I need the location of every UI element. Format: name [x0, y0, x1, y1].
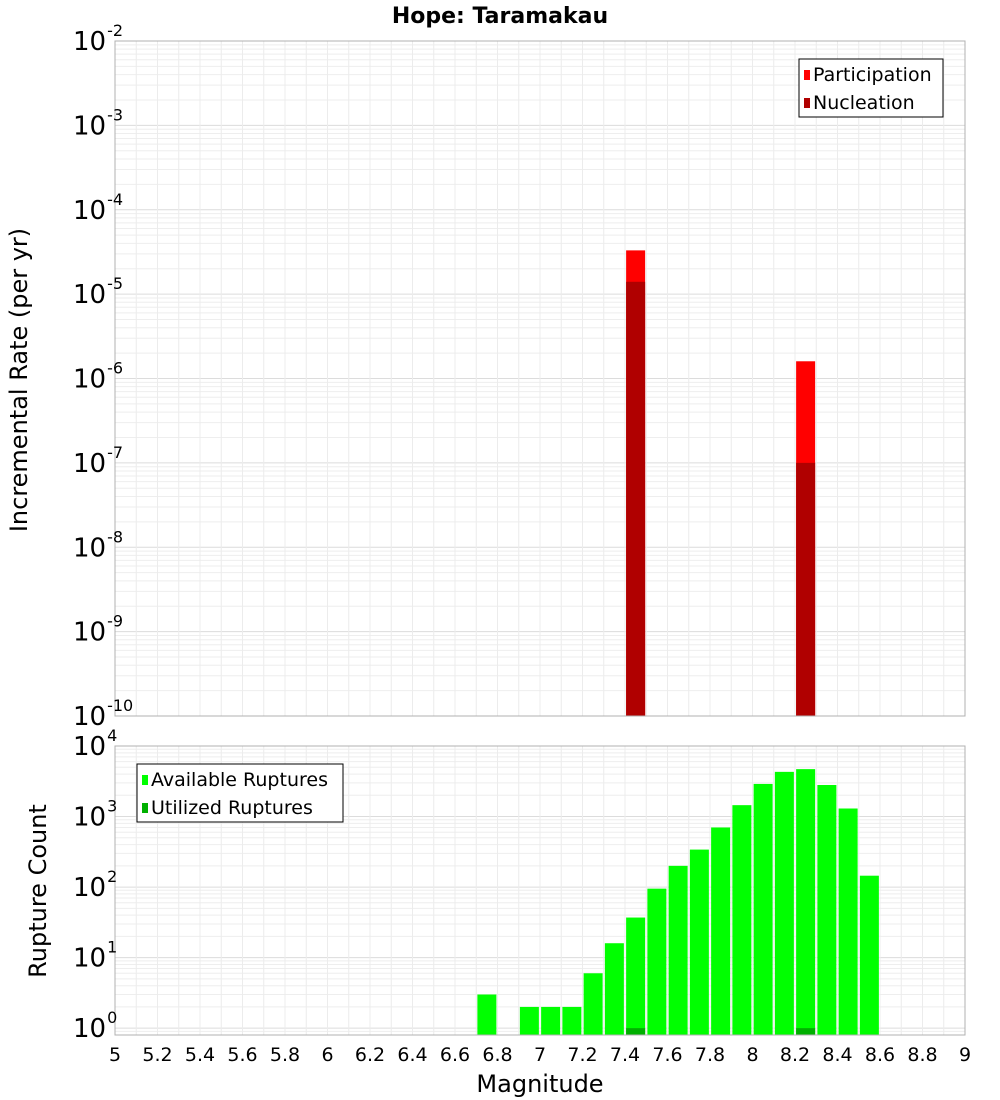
chart-title: Hope: Taramakau [392, 4, 608, 29]
legend: Participation Nucleation [798, 58, 944, 118]
legend: Available Ruptures Utilized Ruptures [136, 763, 344, 823]
x-tick-label: 9 [959, 1044, 971, 1066]
y-tick-label: 102 [73, 867, 117, 903]
grid [114, 40, 966, 717]
x-tick-label: 5.4 [185, 1044, 215, 1066]
legend-label: Nucleation [813, 92, 915, 114]
bar [753, 783, 773, 1035]
legend-box [798, 58, 944, 118]
bar [626, 917, 646, 1035]
bar [796, 769, 816, 1035]
x-axis-label: Magnitude [476, 1070, 603, 1098]
bar [541, 1006, 561, 1035]
x-tick-label: 6.8 [482, 1044, 512, 1066]
bar [711, 827, 731, 1035]
x-tick-labels: 5 5.2 5.4 5.6 5.8 6 6.2 6.4 6.6 6.8 7 7.2 7.4 7.6 7.8 8… [109, 1044, 971, 1066]
x-tick-label: 6.4 [397, 1044, 427, 1066]
x-tick-label: 8.2 [780, 1044, 810, 1066]
x-tick-label: 6.6 [440, 1044, 470, 1066]
top-y-axis-label: Incremental Rate (per yr) [5, 228, 33, 532]
x-tick-label: 6 [321, 1044, 333, 1066]
bar [626, 1028, 646, 1035]
y-tick-label: 10-3 [73, 105, 123, 141]
x-tick-label: 5.2 [142, 1044, 172, 1066]
y-tick-label: 10-8 [73, 527, 123, 563]
y-tick-label: 100 [73, 1008, 117, 1044]
x-tick-label: 8 [746, 1044, 758, 1066]
bar [838, 808, 858, 1035]
bar [519, 1006, 539, 1035]
bar [796, 462, 816, 716]
series-utilized-ruptures [626, 1028, 816, 1035]
legend-box [136, 763, 344, 823]
bar [689, 849, 709, 1035]
x-tick-label: 7.2 [567, 1044, 597, 1066]
x-tick-label: 5 [109, 1044, 121, 1066]
plot-border [114, 745, 966, 1036]
bar [668, 865, 688, 1035]
bar [626, 281, 646, 716]
y-tick-labels: 10-10 10-9 10-8 10-7 10-6 10-5 10-4 10-3 10-2 [73, 21, 133, 732]
y-tick-label: 10-2 [73, 21, 123, 57]
x-tick-label: 5.8 [270, 1044, 300, 1066]
x-tick-label: 7.6 [652, 1044, 682, 1066]
bottom-panel: 100 101 102 103 104 5 5.2 5.4 5.6 5.8 6 6.2 6.4 6.6 6.… [73, 726, 971, 1066]
legend-label: Available Ruptures [151, 769, 328, 791]
y-tick-label: 10-7 [73, 443, 123, 479]
legend-swatch [142, 775, 148, 785]
bar [732, 805, 752, 1035]
y-tick-label: 103 [73, 797, 117, 833]
bar [583, 973, 603, 1035]
x-tick-label: 7.8 [695, 1044, 725, 1066]
bar [817, 784, 837, 1035]
bar [604, 943, 624, 1035]
series-nucleation [626, 281, 816, 716]
series-available-ruptures [477, 769, 879, 1035]
y-tick-label: 101 [73, 938, 117, 974]
legend-label: Utilized Ruptures [151, 797, 313, 819]
legend-swatch [804, 98, 810, 108]
x-tick-label: 8.6 [865, 1044, 895, 1066]
y-tick-label: 10-10 [73, 696, 133, 732]
bar [647, 888, 667, 1035]
y-tick-label: 10-5 [73, 274, 123, 310]
y-tick-label: 10-9 [73, 612, 123, 648]
bar [796, 1028, 816, 1035]
legend-label: Participation [813, 64, 932, 86]
x-tick-label: 5.6 [227, 1044, 257, 1066]
bar [477, 994, 497, 1035]
bar [774, 771, 794, 1035]
bar [562, 1006, 582, 1035]
bar [859, 875, 879, 1035]
y-tick-label: 104 [73, 726, 117, 762]
y-tick-label: 10-6 [73, 359, 123, 395]
bottom-y-axis-label: Rupture Count [24, 804, 52, 978]
x-tick-label: 6.2 [355, 1044, 385, 1066]
y-tick-labels: 100 101 102 103 104 [73, 726, 117, 1044]
plot-border [114, 40, 966, 717]
x-tick-label: 7.4 [610, 1044, 640, 1066]
x-tick-label: 8.8 [907, 1044, 937, 1066]
legend-swatch [804, 70, 810, 80]
x-tick-label: 7 [534, 1044, 546, 1066]
top-panel: 10-10 10-9 10-8 10-7 10-6 10-5 10-4 10-3 10-2 Par… [73, 21, 966, 732]
x-tick-label: 8.4 [822, 1044, 852, 1066]
legend-swatch [142, 803, 148, 813]
y-tick-label: 10-4 [73, 190, 123, 226]
